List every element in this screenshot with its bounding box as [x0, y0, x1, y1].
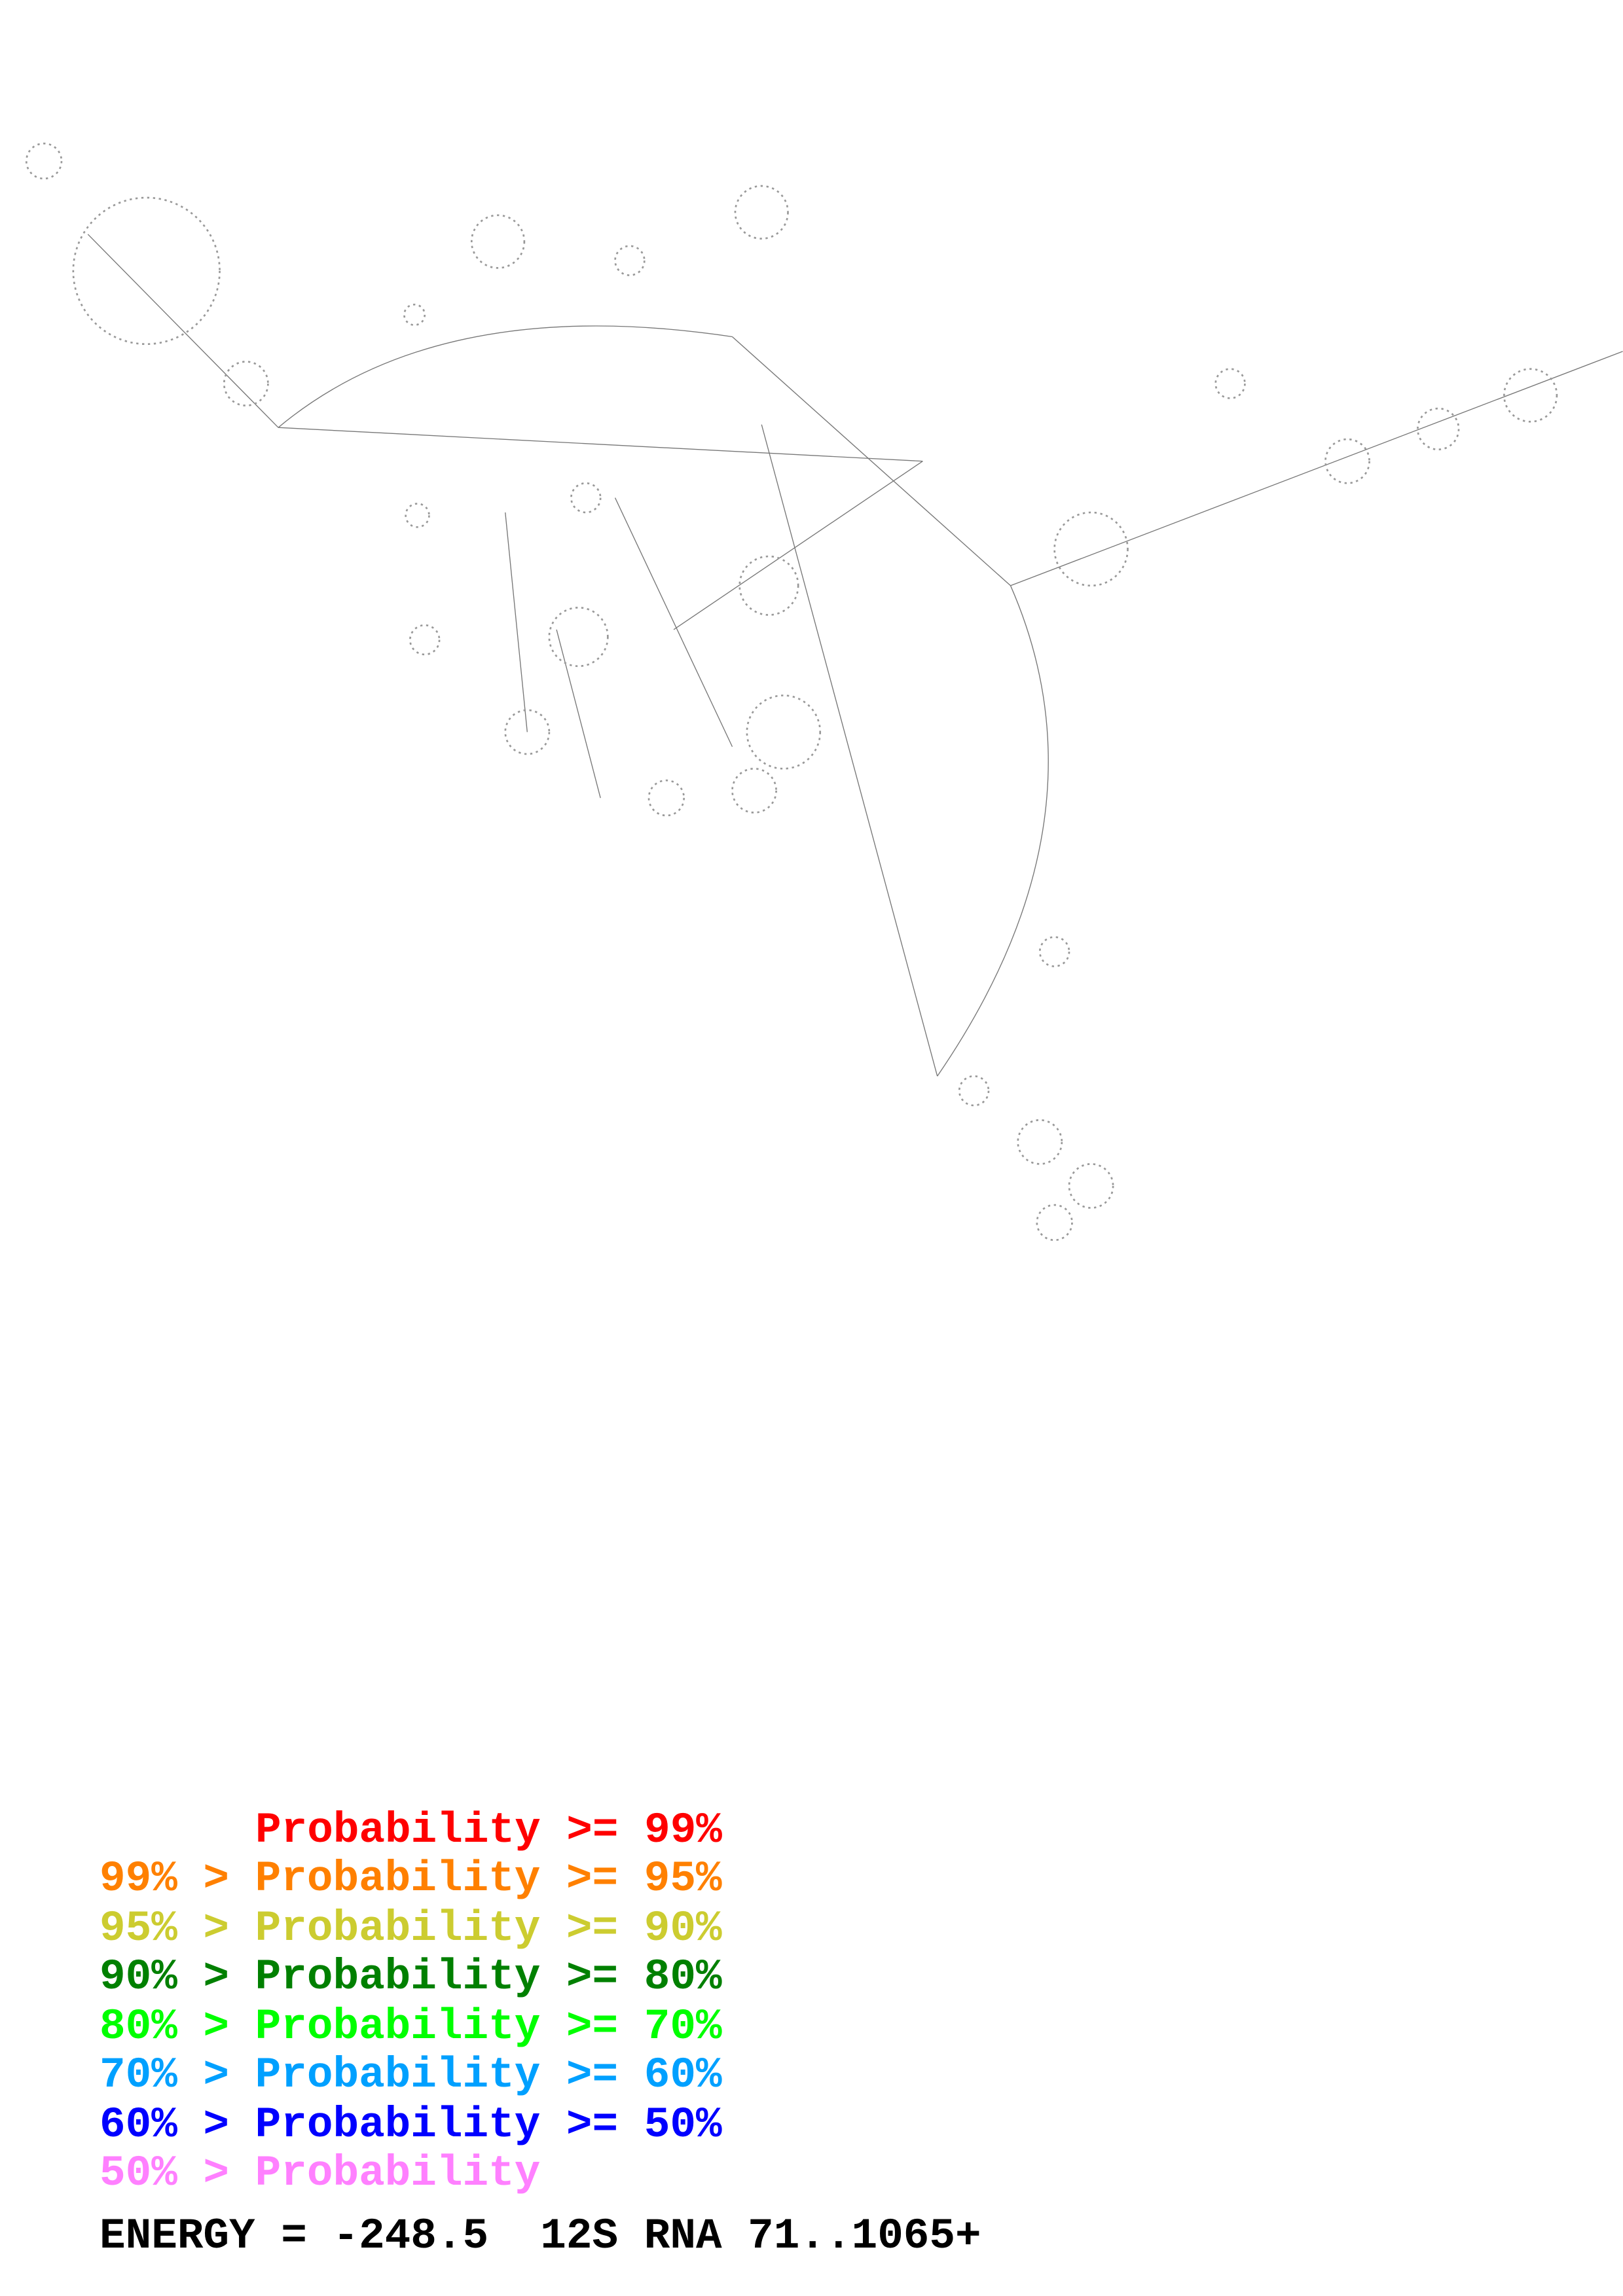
backbone [732, 336, 1011, 586]
loop [1068, 1163, 1114, 1209]
backbone [278, 325, 733, 428]
loop [958, 1075, 990, 1107]
loop [614, 245, 646, 276]
loop [734, 185, 789, 240]
legend: Probability >= 99%99% > Probability >= 9… [100, 1806, 722, 2198]
loop [548, 607, 609, 668]
loop [731, 768, 777, 814]
backbone [614, 497, 733, 747]
loop [1017, 1119, 1063, 1165]
loop [470, 214, 526, 269]
loop [72, 196, 221, 346]
legend-entry: 99% > Probability >= 95% [100, 1854, 722, 1903]
loop [647, 779, 685, 817]
loop [739, 555, 799, 616]
loop [405, 503, 430, 528]
backbone [673, 461, 923, 630]
legend-entry: Probability >= 99% [255, 1806, 722, 1855]
loop [25, 142, 63, 180]
loop [223, 361, 269, 406]
loop [570, 482, 602, 514]
loop [409, 624, 441, 656]
loop [1053, 511, 1129, 587]
loop [1038, 936, 1070, 967]
backbone [761, 424, 938, 1077]
rna-structure [25, 142, 1623, 1242]
loop [746, 694, 822, 770]
loop [1214, 368, 1246, 399]
loop [1324, 438, 1370, 484]
backbone [937, 585, 1049, 1077]
legend-entry: 95% > Probability >= 90% [100, 1904, 722, 1953]
backbone [505, 512, 528, 732]
backbone [1010, 351, 1623, 586]
loop [504, 709, 551, 755]
backbone [278, 427, 923, 462]
loop [403, 303, 426, 326]
loop [1417, 407, 1460, 451]
backbone [87, 234, 279, 428]
legend-entry: 50% > Probability [100, 2149, 540, 2198]
legend-entry: 70% > Probability >= 60% [100, 2051, 722, 2100]
legend-entry: 60% > Probability >= 50% [100, 2100, 722, 2149]
backbone [556, 629, 601, 798]
energy-footer: ENERGY = -248.5 12S RNA 71..1065+ [100, 2212, 981, 2261]
loop [1036, 1204, 1073, 1242]
legend-entry: 90% > Probability >= 80% [100, 1952, 722, 2001]
loop [1503, 368, 1558, 423]
legend-entry: 80% > Probability >= 70% [100, 2002, 722, 2051]
